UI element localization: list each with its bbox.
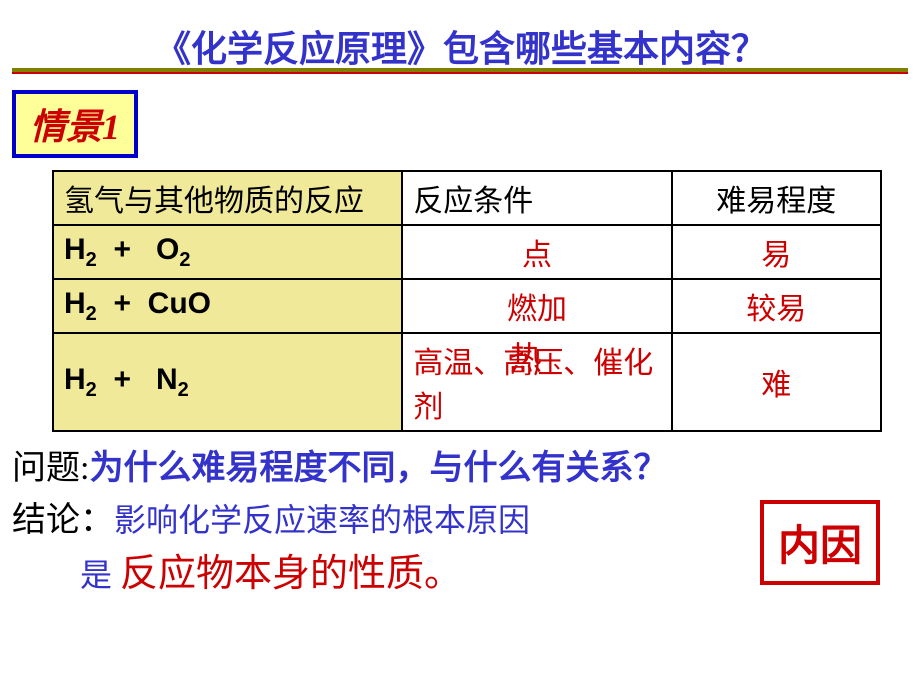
table-row: H2 + N2 高温、高压、催化剂 难	[53, 333, 881, 431]
condition-cell-3: 高温、高压、催化剂	[402, 333, 671, 431]
conclusion-block: 结论：影响化学反应速率的根本原因 是 反应物本身的性质。	[12, 495, 530, 603]
table-row: H2 + CuO 燃加 较易	[53, 279, 881, 333]
question-label: 问题:	[12, 450, 89, 487]
reaction-cell-2: H2 + CuO	[53, 279, 402, 333]
table-row: H2 + O2 点 易	[53, 225, 881, 279]
page-title: 《化学反应原理》包含哪些基本内容？	[155, 20, 767, 72]
difficulty-cell-2: 较易	[672, 279, 881, 333]
question-line: 问题:为什么难易程度不同，与什么有关系？	[12, 440, 667, 489]
conclusion-label: 结论：	[12, 502, 114, 539]
conclusion-line2-prefix: 是	[80, 557, 120, 593]
condition-cell-2: 燃加	[402, 279, 671, 333]
internal-cause-box: 内因	[760, 500, 880, 585]
header-conditions: 反应条件	[402, 171, 671, 225]
difficulty-cell-1: 易	[672, 225, 881, 279]
question-text: 为什么难易程度不同，与什么有关系？	[89, 450, 667, 487]
reaction-cell-3: H2 + N2	[53, 333, 402, 431]
reaction-table: 氢气与其他物质的反应 反应条件 难易程度 H2 + O2 点 易 H2 + Cu…	[52, 170, 882, 432]
reaction-cell-1: H2 + O2	[53, 225, 402, 279]
conclusion-blue-text: 影响化学反应速率的根本原因	[114, 502, 530, 538]
conclusion-red-text: 反应物本身的性质。	[120, 553, 462, 595]
header-reactions: 氢气与其他物质的反应	[53, 171, 402, 225]
difficulty-cell-3: 难	[672, 333, 881, 431]
condition-cell-1: 点	[402, 225, 671, 279]
scene-label-box: 情景1	[12, 90, 138, 158]
header-difficulty: 难易程度	[672, 171, 881, 225]
table-header-row: 氢气与其他物质的反应 反应条件 难易程度	[53, 171, 881, 225]
title-underline-red	[12, 72, 908, 74]
